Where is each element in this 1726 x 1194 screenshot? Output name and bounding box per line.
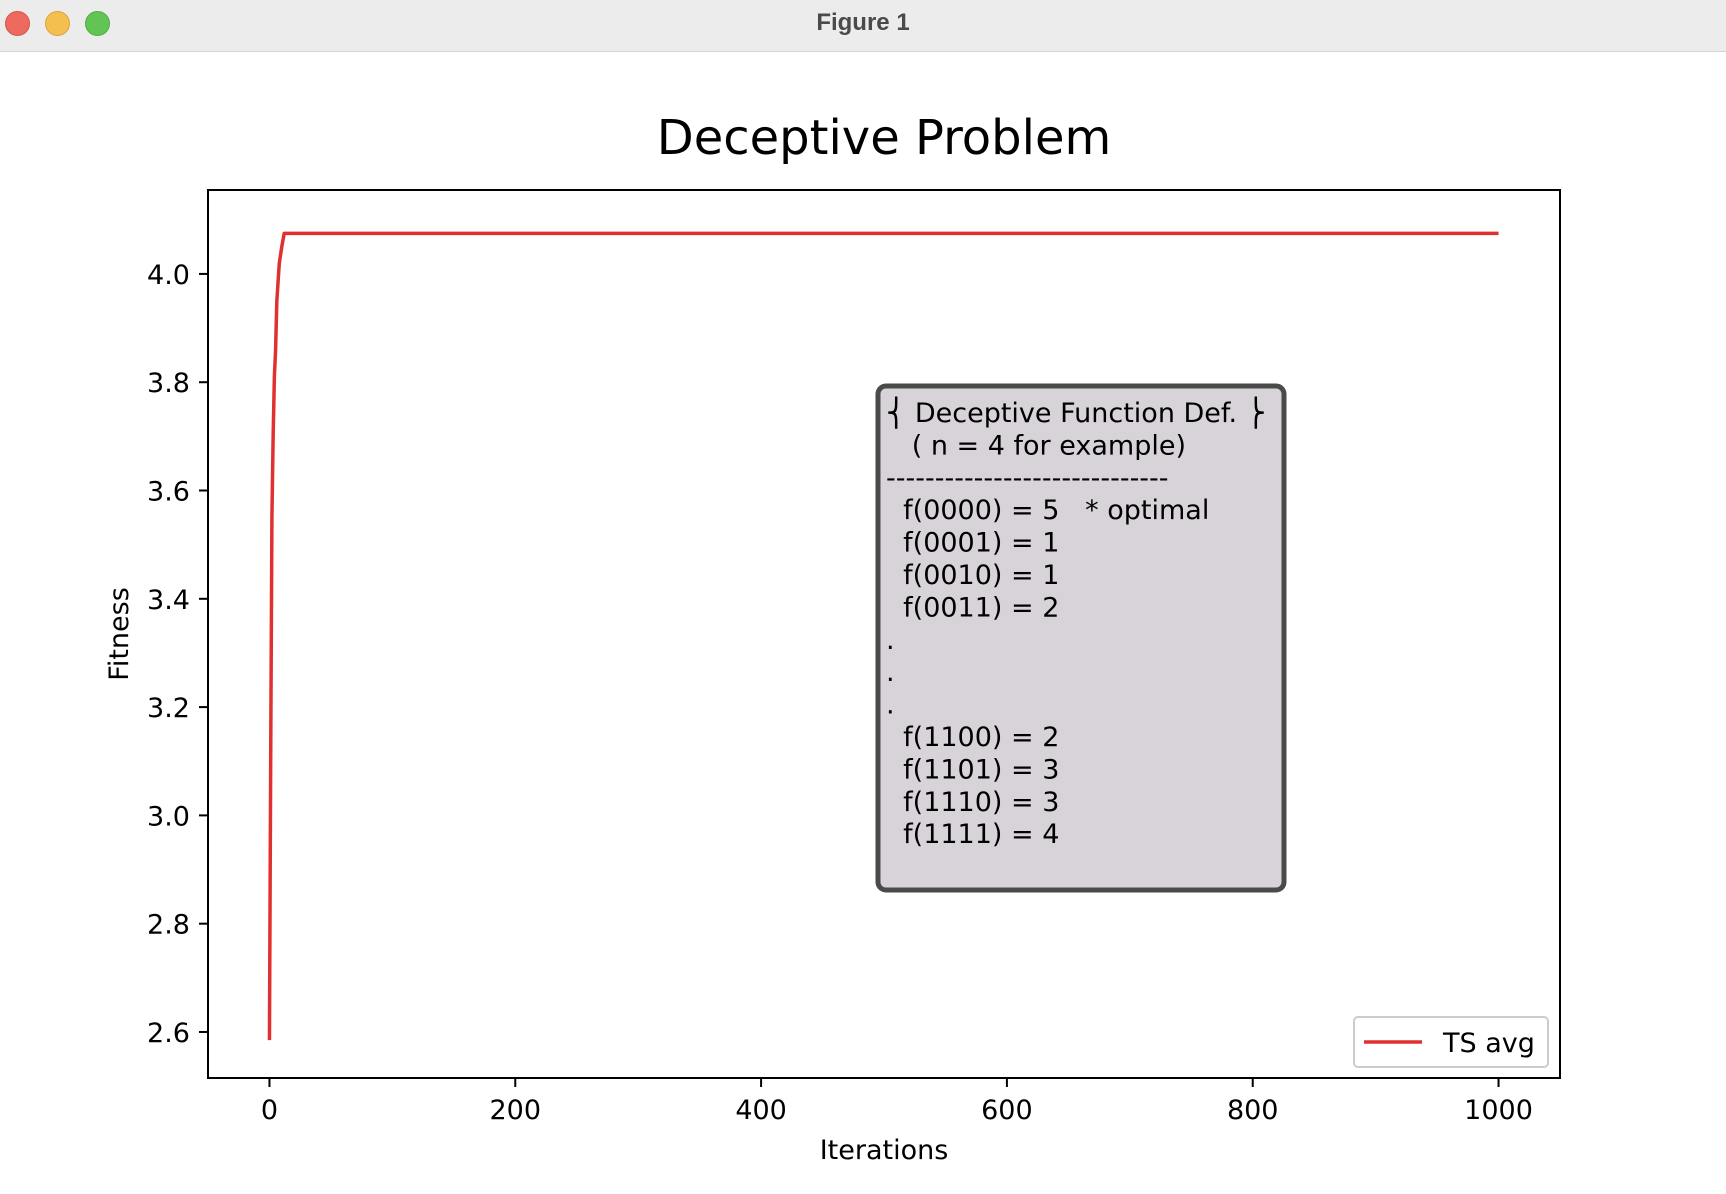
minimize-button[interactable] — [45, 11, 70, 36]
annotation-line: ( n = 4 for example) — [886, 430, 1186, 461]
annotation-line: f(1100) = 2 — [886, 722, 1059, 753]
annotation-line: . — [886, 690, 895, 721]
plot-frame — [207, 189, 1561, 1079]
y-tick-label: 4.0 — [147, 260, 190, 291]
annotation-frame — [875, 383, 1287, 893]
series-line-0 — [267, 231, 1499, 1041]
chart: Deceptive Problem 0 200 400 600 800 1000 2.6 2.… — [104, 110, 1561, 1166]
window-title: Figure 1 — [816, 9, 910, 36]
annotation-line: ----------------------------- — [886, 463, 1169, 494]
chart-title: Deceptive Problem — [657, 110, 1111, 166]
x-tick-label: 600 — [981, 1095, 1033, 1126]
annotation-box: ⎨ Deceptive Function Def. ⎬ ( n = 4 for … — [875, 383, 1287, 893]
x-tick-label: 200 — [489, 1095, 541, 1126]
annotation-line: f(0010) = 1 — [886, 560, 1059, 591]
annotation-line: f(1110) = 3 — [886, 787, 1059, 818]
annotation-line: f(0000) = 5 * optimal — [886, 495, 1209, 526]
plot-series — [267, 231, 1499, 1041]
x-axis-label: Iterations — [820, 1135, 949, 1166]
x-tick-label: 1000 — [1464, 1095, 1533, 1126]
axis-ticks: 0 200 400 600 800 1000 2.6 2.8 3.0 3.2 3.4 3.6 3.8 4.… — [147, 260, 1533, 1126]
x-tick-label: 400 — [735, 1095, 787, 1126]
close-button[interactable] — [5, 11, 30, 36]
y-tick-label: 3.0 — [147, 801, 190, 832]
maximize-button[interactable] — [85, 11, 110, 36]
annotation-line: f(0001) = 1 — [886, 528, 1059, 559]
annotation-line: f(1101) = 3 — [886, 754, 1059, 785]
annotation-line: f(0011) = 2 — [886, 592, 1059, 623]
x-tick-label: 0 — [261, 1095, 278, 1126]
x-tick-label: 800 — [1227, 1095, 1279, 1126]
y-tick-label: 3.8 — [147, 368, 190, 399]
y-tick-label: 3.2 — [147, 693, 190, 724]
annotation-line: . — [886, 625, 895, 656]
annotation-line: f(1111) = 4 — [886, 819, 1059, 850]
legend-frame — [1353, 1016, 1549, 1068]
y-axis-label: Fitness — [104, 587, 135, 681]
y-tick-label: 3.4 — [147, 585, 190, 616]
legend: TS avg — [1353, 1016, 1549, 1068]
annotation-line: . — [886, 657, 895, 688]
annotation-line: ⎨ Deceptive Function Def. ⎬ — [886, 396, 1266, 429]
window-titlebar: Figure 1 — [0, 0, 1726, 52]
figure-canvas: Deceptive Problem 0 200 400 600 800 1000 2.6 2.… — [0, 52, 1726, 1194]
y-tick-label: 2.6 — [147, 1018, 190, 1049]
y-tick-label: 3.6 — [147, 477, 190, 508]
y-tick-label: 2.8 — [147, 910, 190, 941]
legend-label: TS avg — [1442, 1028, 1535, 1059]
